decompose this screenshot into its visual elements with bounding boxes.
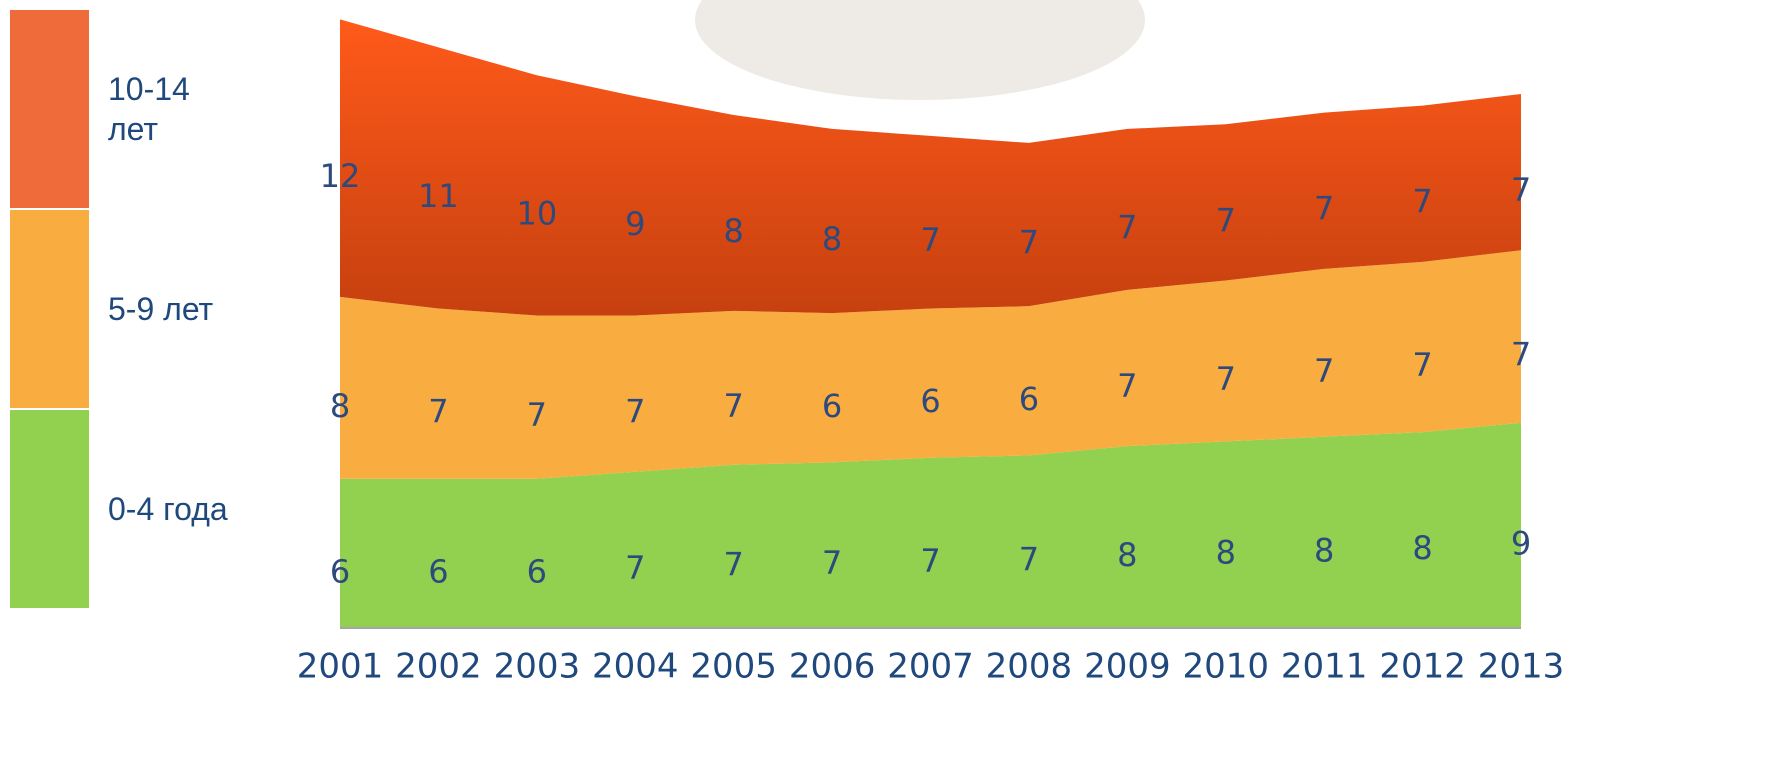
data-label: 7	[1117, 367, 1137, 405]
data-label: 7	[1511, 335, 1531, 373]
x-tick-label: 2008	[986, 647, 1073, 687]
legend-swatch	[10, 10, 89, 208]
data-label: 6	[1019, 380, 1039, 418]
data-label: 7	[822, 544, 842, 582]
x-tick-label: 2007	[887, 647, 974, 687]
data-label: 7	[1117, 208, 1137, 246]
x-tick-label: 2004	[592, 647, 679, 687]
data-label: 7	[1412, 346, 1432, 384]
data-label: 6	[920, 382, 940, 420]
legend-swatch	[10, 210, 89, 408]
legend-label: 10-14 лет	[108, 69, 248, 149]
x-tick-label: 2010	[1182, 647, 1269, 687]
data-label: 8	[330, 387, 350, 425]
data-label: 8	[1117, 536, 1137, 574]
data-label: 7	[1216, 360, 1236, 398]
x-tick-label: 2012	[1379, 647, 1466, 687]
data-label: 7	[1314, 190, 1334, 228]
x-tick-label: 2011	[1281, 647, 1368, 687]
data-label: 6	[330, 552, 350, 590]
data-label: 11	[418, 177, 459, 215]
data-label: 7	[625, 393, 645, 431]
data-label: 9	[625, 205, 645, 243]
chart: 6 6 6 7 7 7 7 7 8 8 8 8 9 8 7 7 7 7 6 6 6 7 7 7 7 7 12 11 10 9 8 8 7 7 7 7 7…	[0, 0, 1766, 773]
data-label: 7	[625, 549, 645, 587]
page: {"chart_data": {"type": "stacked_area", …	[0, 0, 1766, 773]
x-tick-label: 2006	[789, 647, 876, 687]
legend-label: 0-4 года	[108, 489, 248, 529]
legend-label: 5-9 лет	[108, 289, 248, 329]
data-label: 12	[320, 157, 361, 195]
data-label: 7	[1019, 541, 1039, 579]
x-tick-label: 2002	[395, 647, 482, 687]
data-label: 7	[920, 542, 940, 580]
data-label: 6	[428, 552, 448, 590]
data-label: 8	[822, 220, 842, 258]
photo-placeholder	[695, 0, 1145, 100]
x-tick-label: 2005	[690, 647, 777, 687]
data-label: 7	[723, 387, 743, 425]
data-label: 6	[822, 387, 842, 425]
data-label: 8	[1412, 529, 1432, 567]
x-tick-label: 2009	[1084, 647, 1171, 687]
legend-swatch	[10, 410, 89, 608]
x-tick-label: 2013	[1478, 647, 1565, 687]
data-label: 8	[1314, 531, 1334, 569]
data-label: 7	[1511, 171, 1531, 209]
data-label: 10	[516, 194, 557, 232]
data-label: 7	[428, 393, 448, 431]
data-label: 7	[1314, 352, 1334, 390]
data-label: 7	[527, 396, 547, 434]
data-label: 9	[1511, 524, 1531, 562]
data-label: 7	[1019, 224, 1039, 262]
data-label: 8	[1216, 534, 1236, 572]
data-label: 7	[1412, 183, 1432, 221]
x-tick-label: 2003	[494, 647, 581, 687]
data-label: 7	[920, 221, 940, 259]
data-label: 6	[527, 552, 547, 590]
data-label: 8	[723, 212, 743, 250]
data-label: 7	[723, 545, 743, 583]
x-tick-label: 2001	[297, 647, 384, 687]
data-label: 7	[1216, 201, 1236, 239]
